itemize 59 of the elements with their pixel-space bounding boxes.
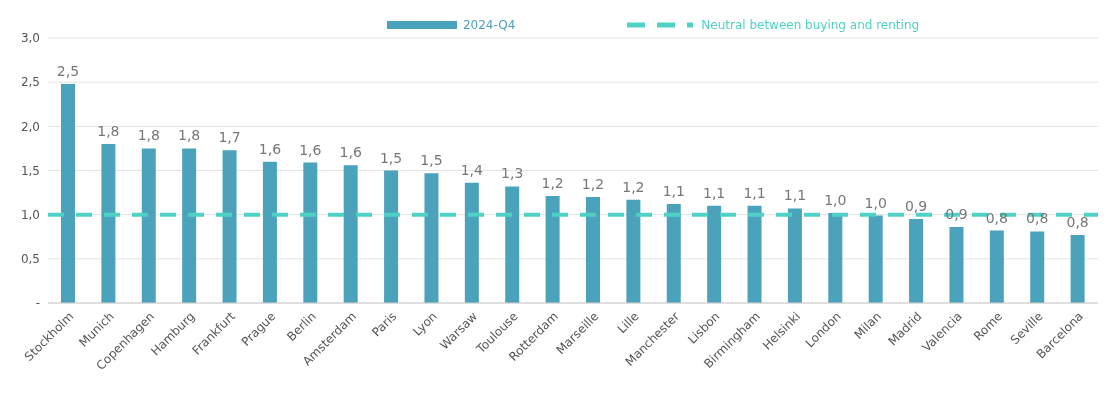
bar: [666, 204, 681, 303]
data-label: 1,0: [864, 194, 887, 211]
y-tick-label: 2,5: [20, 75, 40, 90]
data-label: 1,5: [420, 152, 443, 169]
data-label: 1,0: [824, 191, 847, 208]
data-label: 1,2: [541, 175, 564, 192]
data-label: 1,2: [581, 176, 605, 192]
bar: [787, 208, 802, 303]
bar: [505, 186, 520, 303]
bar: [343, 165, 358, 303]
bar: [989, 230, 1004, 303]
y-tick-label: 1,5: [20, 163, 40, 178]
data-label: 1,2: [622, 178, 645, 195]
bar: [101, 144, 116, 303]
data-label: 1,8: [137, 127, 160, 144]
bar: [464, 182, 479, 303]
bar: [1070, 234, 1085, 303]
data-label: 1,6: [299, 141, 322, 158]
data-label: 1,4: [460, 161, 484, 178]
text: 2024-Q4: [462, 18, 516, 32]
y-tick-label: 0,5: [20, 252, 40, 267]
bar: [586, 197, 600, 303]
bar: [262, 161, 277, 303]
bar: [61, 83, 75, 303]
y-tick-label: 3,0: [20, 31, 40, 46]
bar: [424, 173, 439, 303]
data-label: 1,6: [339, 144, 362, 161]
data-label: 1,1: [783, 187, 807, 204]
bar: [141, 148, 156, 303]
y-tick-label: -: [35, 296, 40, 311]
data-label: 2,5: [56, 62, 80, 79]
bar: [1030, 231, 1045, 303]
bar: [909, 219, 924, 303]
bar: [828, 212, 843, 303]
bar: [868, 215, 883, 303]
bar: [222, 150, 237, 303]
bar: [303, 162, 318, 303]
data-label: 1,1: [662, 183, 685, 200]
bar: [384, 170, 399, 303]
bar: [949, 227, 964, 303]
data-label: 1,5: [379, 149, 403, 166]
data-label: 0,8: [985, 209, 1008, 226]
data-label: 1,8: [97, 123, 120, 139]
data-label: 0,8: [1066, 213, 1089, 230]
data-label: 1,1: [703, 184, 726, 201]
ref-line-label: Neutral between buying and renting: [701, 18, 920, 32]
bar: [747, 205, 762, 303]
data-label: 1,1: [743, 184, 766, 201]
data-label: 1,3: [501, 165, 524, 182]
data-label: 1,8: [178, 127, 201, 144]
data-label: 1,6: [258, 140, 282, 157]
y-tick-label: 1,0: [20, 207, 40, 222]
bar: [626, 199, 641, 303]
bar: [545, 196, 560, 303]
bar: [707, 205, 722, 303]
data-label: 1,7: [218, 129, 241, 146]
bar: [182, 148, 197, 303]
y-tick-label: 2,0: [20, 119, 40, 134]
data-label: 0,9: [904, 198, 928, 215]
